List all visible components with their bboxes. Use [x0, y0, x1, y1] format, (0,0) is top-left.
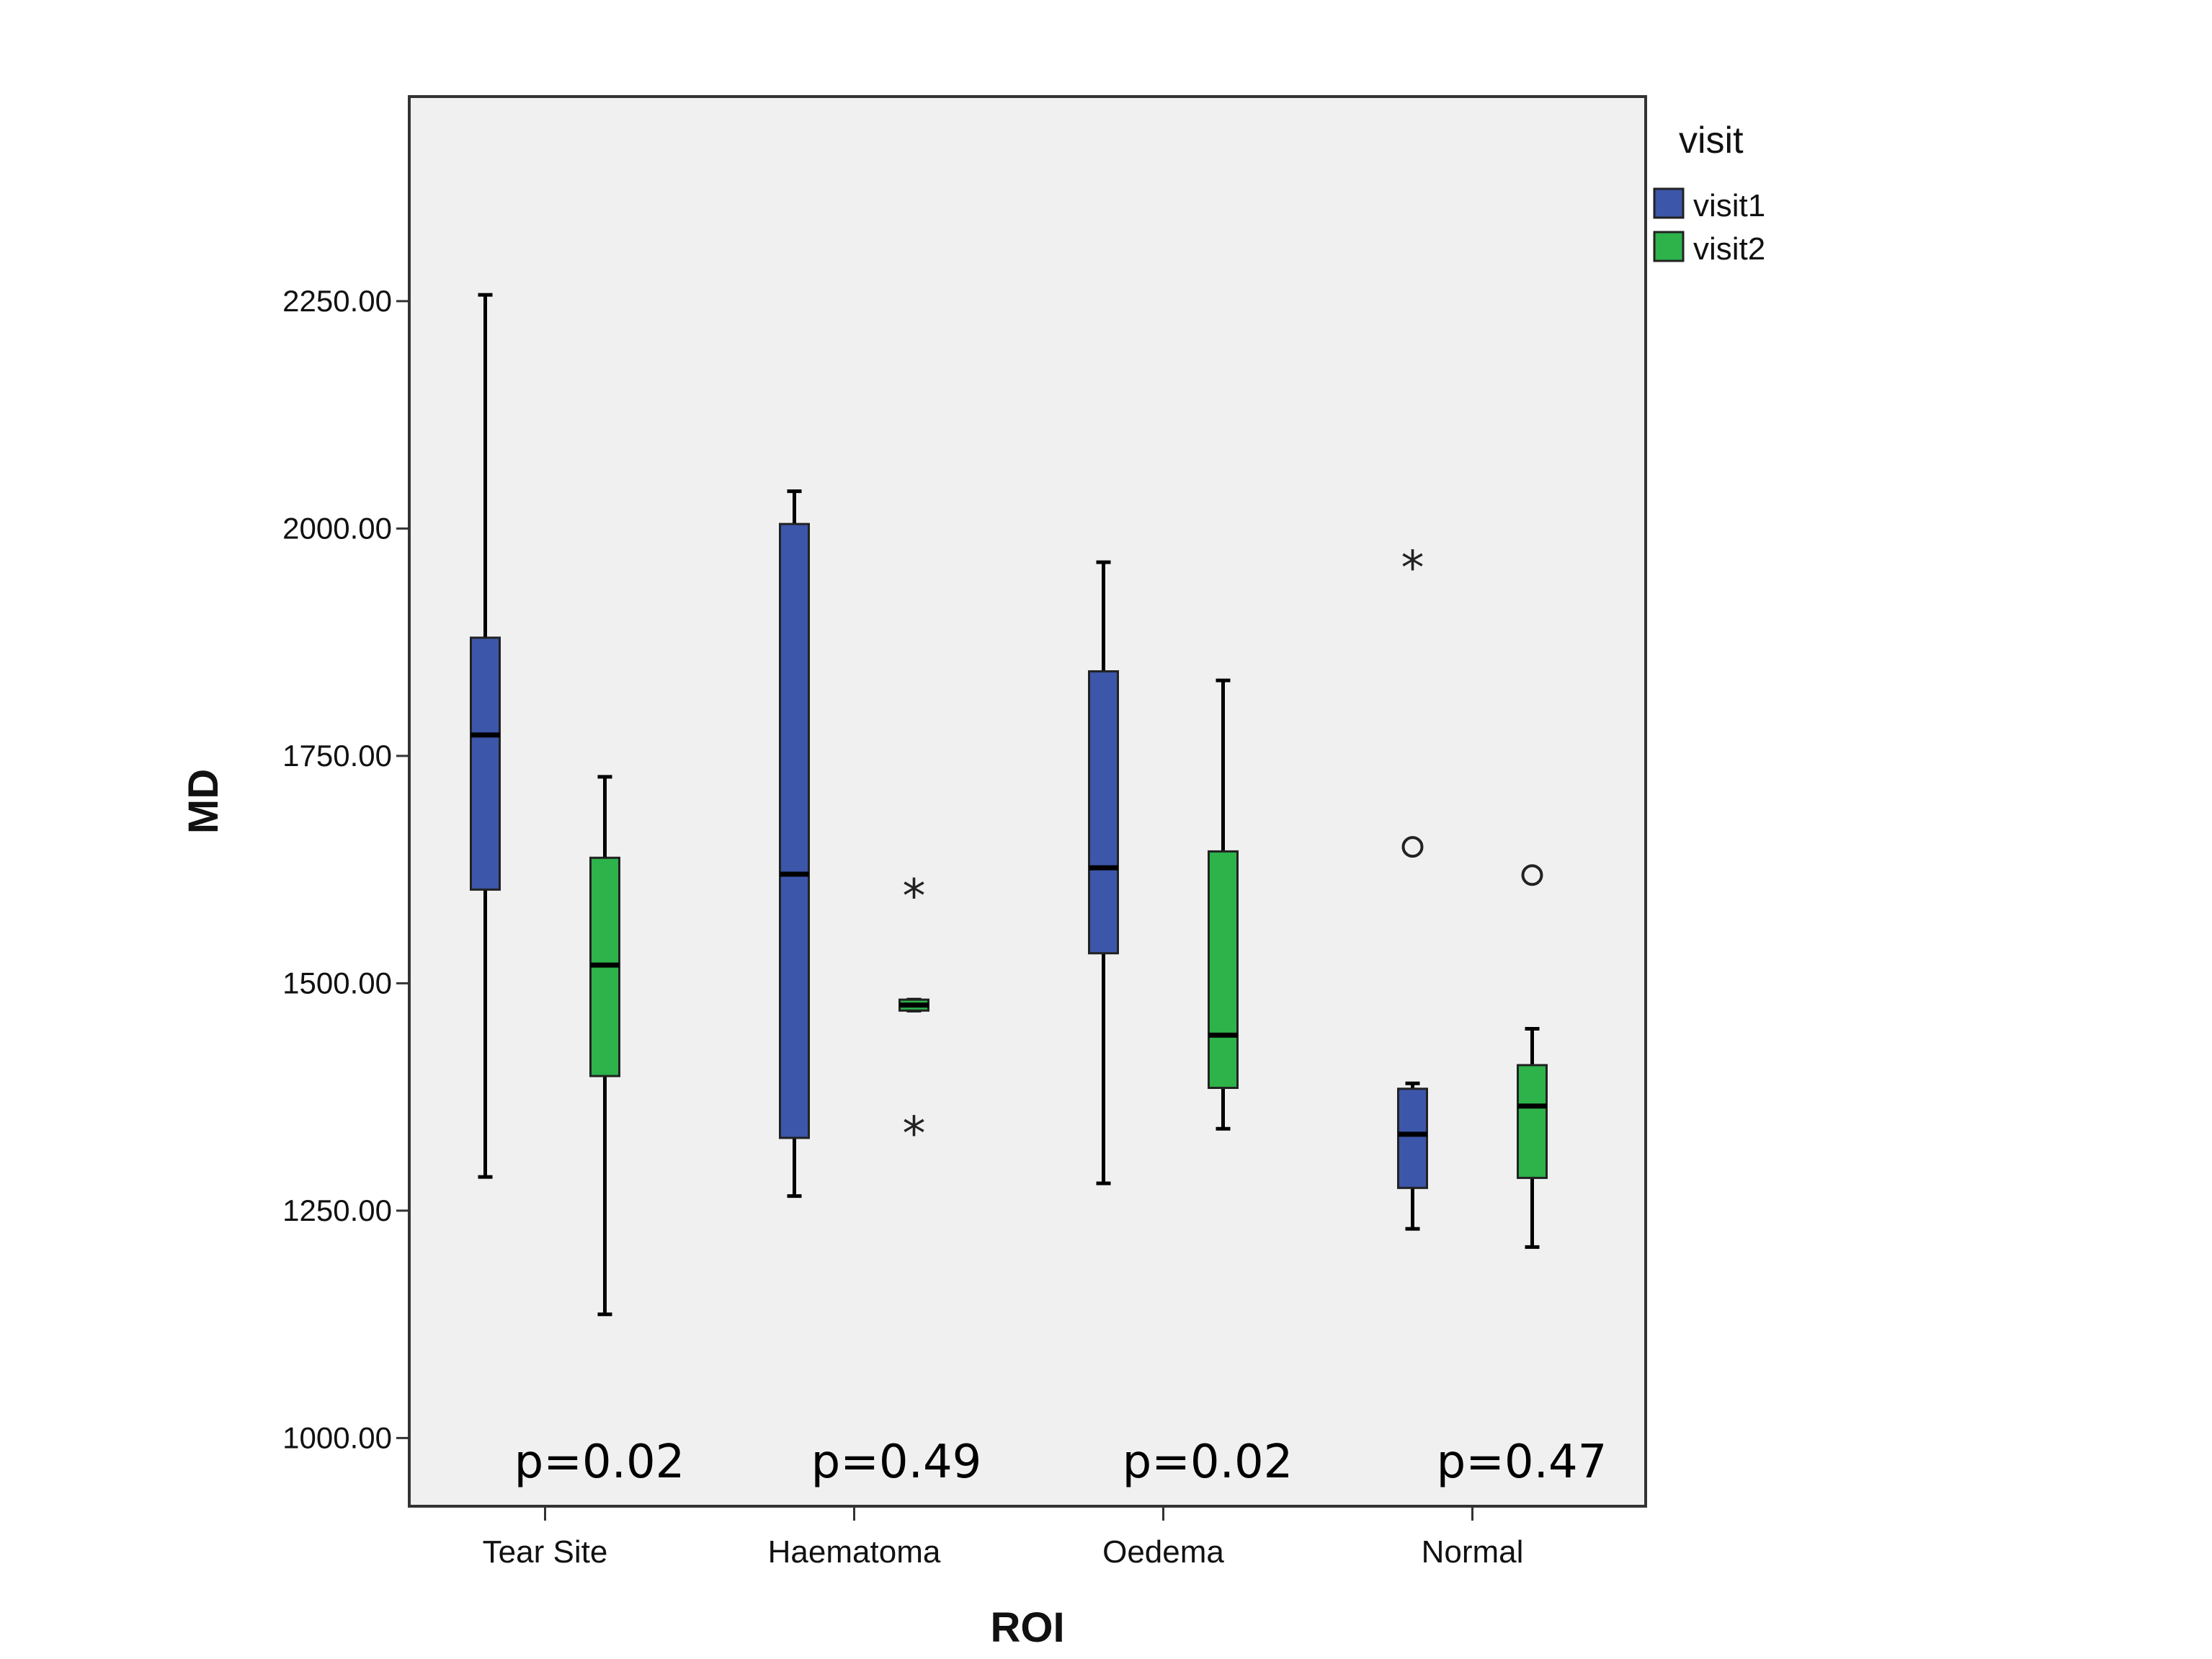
box-visit1-1 — [779, 489, 810, 1198]
box-iqr — [1208, 850, 1239, 1090]
legend-title: visit — [1679, 120, 1744, 161]
extreme-point: * — [1401, 542, 1424, 595]
x-tick-label: Haematoma — [768, 1534, 941, 1570]
p-value-label: p=0.02 — [1123, 1436, 1293, 1489]
y-tick-label: 1750.00 — [282, 739, 392, 773]
box-iqr — [470, 636, 501, 891]
outlier-point — [1401, 836, 1424, 858]
y-tick-label: 1000.00 — [282, 1420, 392, 1454]
p-value-label: p=0.49 — [811, 1436, 982, 1489]
legend-swatch-visit1 — [1653, 187, 1685, 219]
box-visit1-0 — [470, 293, 501, 1179]
y-tick-label: 2000.00 — [282, 511, 392, 545]
legend: visit visit1 visit2 — [1653, 120, 1765, 267]
legend-swatch-visit2 — [1653, 231, 1685, 262]
x-tick-label: Tear Site — [483, 1534, 608, 1570]
y-tick-label: 2250.00 — [282, 284, 392, 318]
plot-area — [408, 95, 1647, 1508]
box-visit2-2 — [1208, 678, 1239, 1131]
box-iqr — [1088, 670, 1119, 955]
box-iqr — [779, 522, 810, 1139]
legend-label-visit2: visit2 — [1693, 231, 1765, 267]
box-visit2-1: ** — [898, 871, 929, 1161]
p-value-label: p=0.47 — [1437, 1436, 1607, 1489]
p-value-annotations: p=0.02 p=0.49 p=0.02 p=0.47 — [514, 1436, 1607, 1489]
box-iqr — [1397, 1088, 1428, 1189]
p-value-label: p=0.02 — [514, 1436, 685, 1489]
x-axis: Tear Site Haematoma Oedema Normal — [483, 1506, 1524, 1570]
box-visit2-3 — [1517, 864, 1548, 1249]
y-tick-label: 1500.00 — [282, 966, 392, 1000]
extreme-point: * — [903, 871, 926, 924]
box-iqr — [1517, 1064, 1548, 1179]
y-axis: 1000.00 1250.00 1500.00 1750.00 2000.00 2250.… — [282, 284, 409, 1454]
box-visit1-2 — [1088, 560, 1119, 1186]
legend-label-visit1: visit1 — [1693, 188, 1765, 223]
x-tick-label: Normal — [1422, 1534, 1524, 1570]
box-series: *** — [470, 293, 1548, 1317]
y-axis-title: MD — [180, 769, 227, 834]
outlier-point — [1521, 864, 1543, 886]
box-visit1-3: * — [1397, 542, 1428, 1231]
x-axis-title: ROI — [990, 1604, 1064, 1651]
box-visit2-0 — [589, 775, 620, 1317]
x-tick-label: Oedema — [1102, 1534, 1224, 1570]
y-tick-label: 1250.00 — [282, 1193, 392, 1227]
extreme-point: * — [903, 1108, 926, 1161]
